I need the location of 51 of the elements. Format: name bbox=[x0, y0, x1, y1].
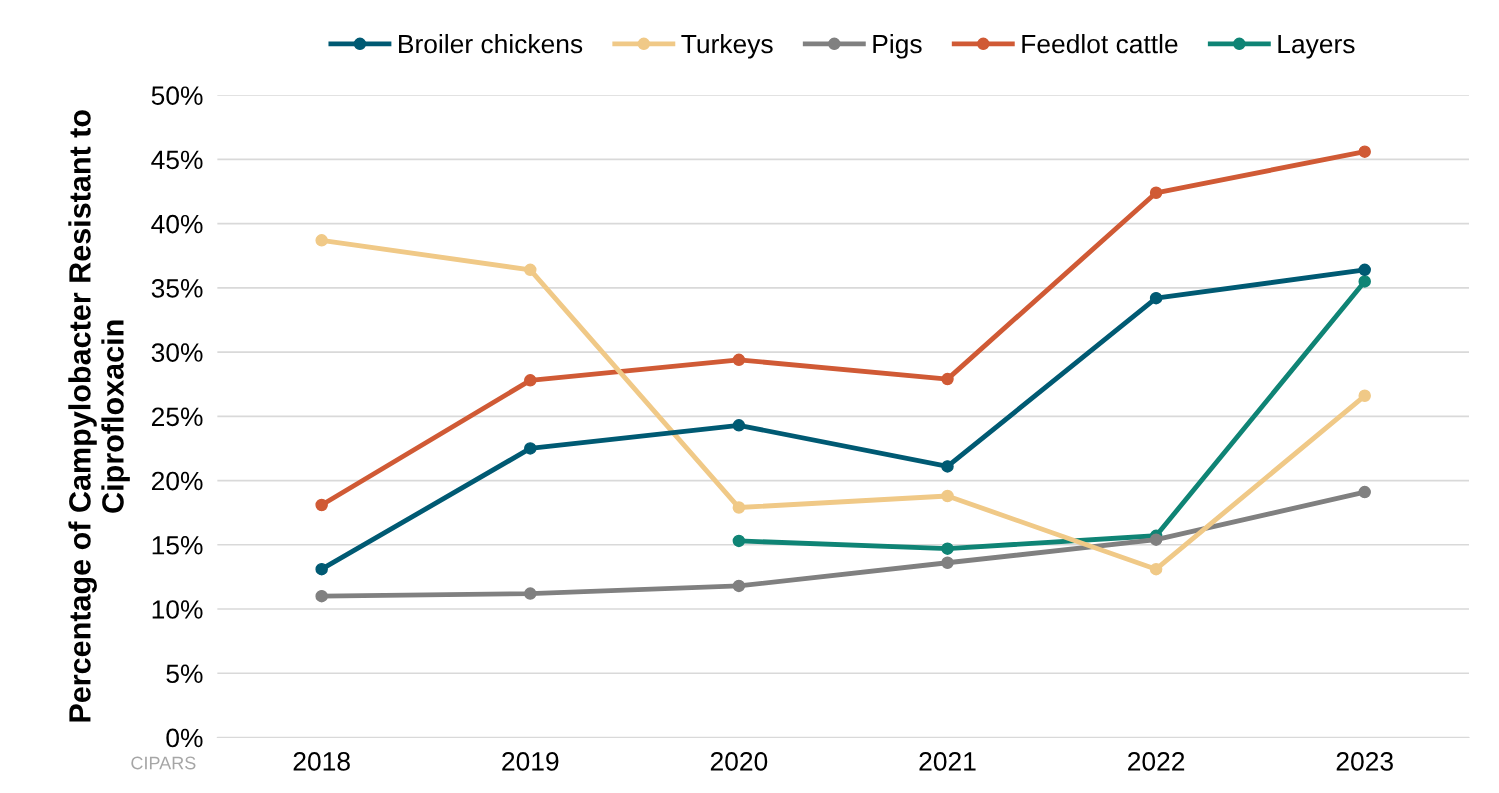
point bbox=[524, 442, 537, 455]
point bbox=[1358, 263, 1371, 277]
point bbox=[524, 263, 537, 277]
y-tick-label: 45% bbox=[151, 150, 203, 170]
point bbox=[732, 579, 746, 593]
point bbox=[941, 460, 954, 473]
point bbox=[941, 372, 954, 386]
point bbox=[1149, 291, 1163, 305]
point bbox=[732, 534, 746, 548]
point bbox=[1149, 533, 1163, 546]
y-tick-label: 30% bbox=[151, 343, 203, 362]
x-tick-label: 2020 bbox=[710, 752, 768, 771]
x-tick-label: 2021 bbox=[919, 752, 976, 771]
legend-label: Feedlot cattle bbox=[1022, 33, 1178, 54]
x-tick-label: 2018 bbox=[293, 752, 350, 771]
x-tick-label: 2023 bbox=[1336, 752, 1393, 771]
y-tick-label: 15% bbox=[152, 536, 203, 555]
point bbox=[315, 589, 328, 603]
text: CIPARS bbox=[131, 756, 196, 770]
point bbox=[1358, 275, 1371, 288]
y-axis-title: Percentage of Campylobacter Resistant to Ciprofloxacin bbox=[68, 110, 130, 722]
point bbox=[524, 587, 537, 600]
point bbox=[732, 501, 746, 514]
point bbox=[941, 542, 954, 555]
point bbox=[1358, 389, 1371, 403]
y-tick-label: 35% bbox=[151, 278, 203, 298]
point bbox=[732, 353, 746, 367]
point bbox=[315, 234, 328, 247]
point bbox=[732, 419, 746, 432]
y-tick-label: 25% bbox=[151, 407, 203, 427]
legend-label: Turkeys bbox=[681, 33, 773, 59]
y-tick-label: 10% bbox=[152, 600, 203, 619]
legend-label: Pigs bbox=[873, 33, 922, 59]
point bbox=[941, 489, 954, 503]
y-tick-label: 40% bbox=[151, 214, 203, 234]
point bbox=[315, 498, 328, 512]
legend-label: Broiler chickens bbox=[399, 33, 583, 54]
point bbox=[1149, 562, 1163, 576]
point bbox=[941, 556, 954, 570]
point bbox=[524, 374, 537, 387]
x-tick-label: 2022 bbox=[1128, 752, 1185, 771]
y-tick-label: 20% bbox=[151, 471, 203, 491]
point bbox=[315, 562, 328, 576]
point bbox=[1358, 485, 1371, 499]
y-tick-label: 50% bbox=[151, 86, 203, 105]
point bbox=[1358, 145, 1371, 158]
y-tick-label: 0% bbox=[166, 728, 203, 748]
y-tick-label: 5% bbox=[166, 664, 203, 684]
point bbox=[1149, 186, 1163, 200]
x-tick-label: 2019 bbox=[502, 752, 559, 771]
legend-label: Layers bbox=[1278, 34, 1355, 59]
